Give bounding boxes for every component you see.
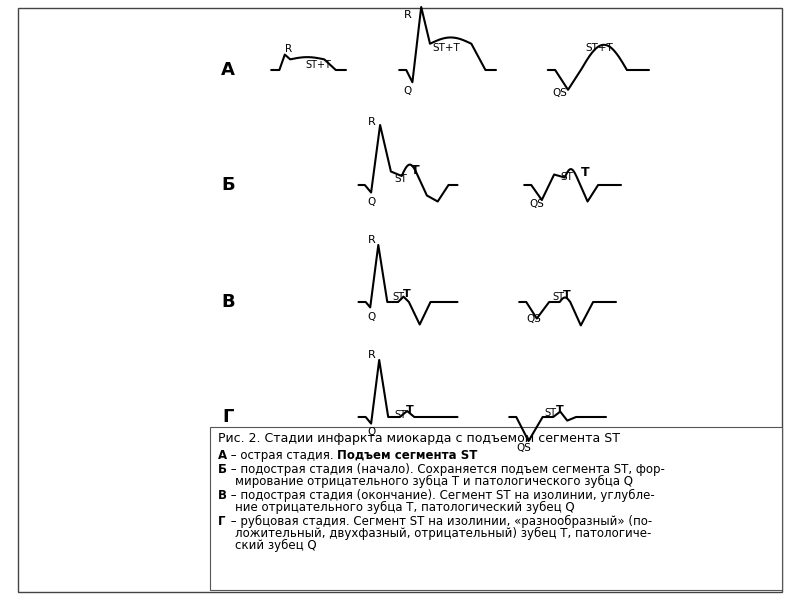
Text: ST+T: ST+T	[432, 43, 460, 53]
Text: QS: QS	[530, 199, 545, 209]
Text: – подострая стадия (окончание). Сегмент ST на изолинии, углубле-: – подострая стадия (окончание). Сегмент …	[227, 489, 654, 502]
Text: – рубцовая стадия. Сегмент ST на изолинии, «разнообразный» (по-: – рубцовая стадия. Сегмент ST на изолини…	[227, 515, 652, 528]
Text: ST: ST	[394, 410, 406, 420]
Text: T: T	[581, 166, 590, 179]
Text: R: R	[404, 10, 412, 20]
Text: ST: ST	[392, 292, 404, 302]
Text: Г: Г	[218, 515, 226, 528]
Text: T: T	[410, 164, 419, 178]
Text: ST+T: ST+T	[585, 43, 613, 53]
Text: Q: Q	[368, 312, 376, 322]
Text: Б: Б	[218, 463, 227, 476]
Text: А: А	[218, 449, 227, 462]
Text: ST: ST	[544, 408, 556, 418]
Text: T: T	[563, 290, 571, 300]
Text: В: В	[218, 489, 227, 502]
Text: Q: Q	[404, 86, 412, 96]
Text: T: T	[406, 405, 414, 415]
Text: T: T	[556, 405, 564, 415]
Text: QS: QS	[526, 314, 542, 324]
Text: ложительный, двухфазный, отрицательный) зубец Т, патологиче-: ложительный, двухфазный, отрицательный) …	[235, 527, 651, 540]
Text: ST: ST	[560, 172, 573, 182]
Text: ST: ST	[394, 174, 407, 184]
Text: Рис. 2. Стадии инфаркта миокарда с подъемом сегмента ST: Рис. 2. Стадии инфаркта миокарда с подъе…	[218, 432, 620, 445]
Text: ский зубец Q: ский зубец Q	[235, 539, 317, 552]
Text: R: R	[368, 235, 376, 245]
Text: А: А	[221, 61, 235, 79]
Text: ST: ST	[552, 292, 564, 302]
Text: R: R	[368, 117, 376, 127]
Text: Г: Г	[222, 408, 234, 426]
Text: Q: Q	[368, 197, 376, 207]
Text: T: T	[403, 289, 411, 299]
Text: R: R	[368, 350, 376, 360]
Text: В: В	[221, 293, 235, 311]
Text: R: R	[286, 44, 293, 54]
Text: Q: Q	[368, 427, 376, 437]
Text: ST+T: ST+T	[305, 60, 331, 70]
Text: QS: QS	[517, 443, 531, 453]
Text: – подострая стадия (начало). Сохраняется подъем сегмента ST, фор-: – подострая стадия (начало). Сохраняется…	[227, 463, 665, 476]
Text: ние отрицательного зубца Т, патологический зубец Q: ние отрицательного зубца Т, патологическ…	[235, 501, 574, 514]
FancyBboxPatch shape	[210, 427, 782, 590]
Text: QS: QS	[553, 88, 567, 98]
Text: мирование отрицательного зубца Т и патологического зубца Q: мирование отрицательного зубца Т и патол…	[235, 475, 633, 488]
Text: Б: Б	[221, 176, 235, 194]
Text: Подъем сегмента ST: Подъем сегмента ST	[337, 449, 478, 462]
FancyBboxPatch shape	[18, 8, 782, 592]
Text: – острая стадия.: – острая стадия.	[227, 449, 338, 462]
